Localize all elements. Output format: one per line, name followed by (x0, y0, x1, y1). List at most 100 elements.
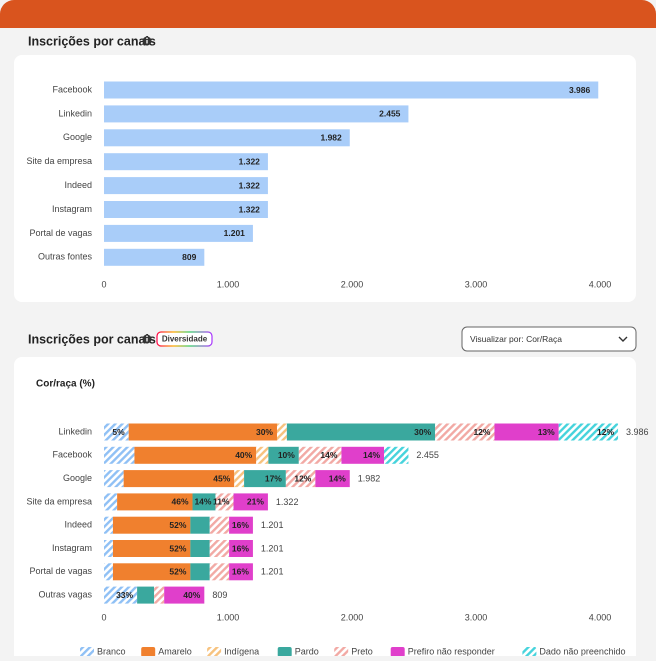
segment-label: 14% (329, 473, 346, 483)
category-label: Site da empresa (26, 156, 92, 166)
legend-swatch (522, 647, 537, 657)
segment-label: 11% (213, 497, 230, 507)
bar-segment (104, 423, 129, 441)
category-label: Facebook (52, 450, 92, 460)
bar-segment (192, 493, 216, 511)
bar (104, 224, 253, 242)
value-label: 2.455 (379, 109, 401, 119)
bar-segment (229, 540, 253, 557)
badge (156, 331, 213, 347)
segment-label: 17% (265, 473, 282, 483)
value-label: 1.322 (239, 180, 261, 190)
top-bar-base (0, 14, 656, 28)
bar-segment (268, 446, 299, 464)
category-label: Portal de vagas (29, 228, 92, 238)
bar-segment (154, 586, 165, 604)
bar-segment (104, 516, 113, 534)
bar-segment (112, 563, 191, 581)
segment-label: 30% (256, 427, 273, 437)
segment-label: 33% (116, 590, 133, 600)
total-label: 1.322 (276, 497, 299, 507)
segment-label: 14% (363, 450, 380, 460)
bar-segment (494, 423, 559, 441)
bar-segment (190, 563, 210, 581)
bar-segment (128, 423, 277, 441)
bar (104, 105, 409, 123)
total-label: 1.201 (261, 520, 284, 530)
bar-segment (233, 493, 268, 511)
total-label: 1.201 (261, 543, 284, 553)
bar-segment (244, 470, 286, 488)
section-title: Inscrições por canais (28, 34, 156, 48)
value-label: 1.201 (224, 228, 246, 238)
segment-label: 13% (538, 427, 555, 437)
segment-label: 21% (247, 497, 264, 507)
segment-label: 14% (194, 497, 211, 507)
bar-segment (104, 493, 118, 511)
x-tick-label: 2.000 (341, 279, 364, 289)
segment-label: 52% (169, 520, 186, 530)
x-tick-label: 1.000 (217, 279, 240, 289)
category-label: Instagram (52, 543, 92, 553)
category-label: Indeed (64, 180, 92, 190)
bar-segment (112, 540, 191, 557)
value-label: 809 (182, 252, 196, 262)
legend-label: Indígena (224, 646, 259, 656)
legend-swatch (277, 647, 292, 657)
legend-swatch (141, 647, 156, 657)
section-title: Inscrições por canais (28, 332, 156, 346)
total-label: 1.982 (358, 473, 381, 483)
value-label: 1.982 (320, 133, 342, 143)
info-icon[interactable] (142, 334, 152, 344)
legend-swatch (207, 647, 222, 657)
bar-segment (298, 446, 342, 464)
x-tick-label: 0 (101, 612, 106, 622)
bar-segment (234, 470, 245, 488)
segment-label: 16% (232, 520, 249, 530)
bar (104, 248, 205, 266)
value-label: 1.322 (239, 156, 261, 166)
bar-segment (256, 446, 269, 464)
category-label: Indeed (64, 520, 92, 530)
info-icon[interactable] (142, 36, 152, 46)
bar-segment (209, 540, 230, 557)
bar-segment (104, 563, 113, 581)
chart-subtitle: Cor/raça (%) (36, 379, 95, 390)
segment-label: 30% (414, 427, 431, 437)
bar-segment (164, 586, 205, 604)
bar (104, 177, 268, 195)
bar-segment (229, 563, 253, 581)
bar (104, 201, 268, 218)
bar-segment (229, 516, 253, 534)
category-label: Google (63, 132, 92, 142)
segment-label: 52% (169, 543, 186, 553)
bar-segment (123, 470, 235, 488)
bar-segment (104, 586, 138, 604)
total-label: 3.986 (626, 427, 649, 437)
segment-label: 12% (597, 427, 614, 437)
bar-segment (215, 493, 234, 511)
bar-segment (112, 516, 191, 534)
legend-label: Branco (97, 646, 126, 656)
bar-segment (209, 516, 230, 534)
legend-swatch (390, 647, 405, 657)
segment-label: 52% (169, 567, 186, 577)
category-label: Site da empresa (26, 496, 92, 506)
segment-label: 12% (473, 427, 490, 437)
segment-label: 12% (294, 473, 311, 483)
dropdown[interactable]: Visualizar por: Cor/Raça (461, 326, 637, 352)
value-label: 1.322 (239, 204, 261, 214)
category-label: Instagram (52, 204, 92, 214)
bar-segment (384, 446, 409, 464)
value-label: 3.986 (569, 85, 591, 95)
total-label: 809 (212, 590, 227, 600)
bar-segment (285, 470, 316, 488)
bar-segment (341, 446, 385, 464)
x-tick-label: 2.000 (341, 612, 364, 622)
legend-label: Amarelo (158, 646, 192, 656)
segment-label: 5% (112, 427, 125, 437)
x-tick-label: 1.000 (217, 612, 240, 622)
total-label: 1.201 (261, 567, 284, 577)
x-tick-label: 3.000 (465, 612, 488, 622)
